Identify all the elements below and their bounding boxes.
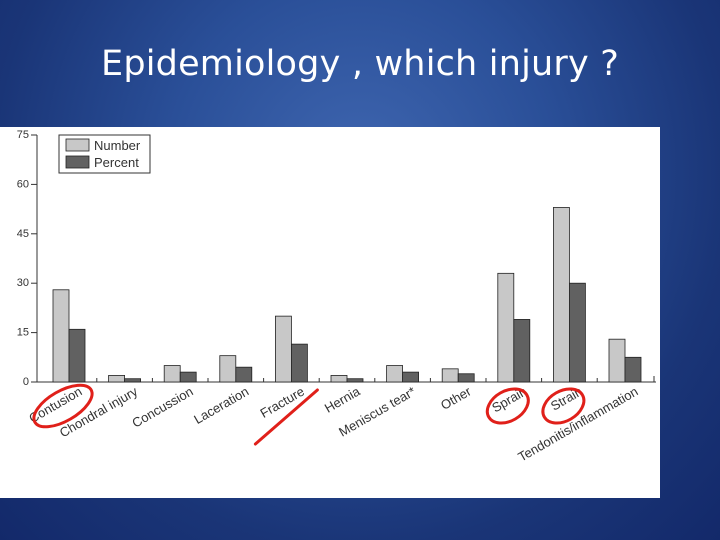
bar-number [108,375,125,383]
y-tick-label: 60 [17,178,29,190]
bar-number [553,207,570,383]
y-tick-label: 75 [17,129,29,141]
legend-swatch-percent [65,155,90,169]
highlight-circle [485,387,530,425]
bar-number [386,365,404,383]
y-tick-label: 0 [23,376,29,388]
x-category-label: Concussion [129,384,195,431]
bar-percent [569,282,586,383]
x-category-label: Fracture [257,384,306,421]
legend-swatch-number [65,138,90,152]
bar-number [274,315,292,383]
bar-percent [457,373,475,383]
strike-line [253,388,319,446]
y-tick-label: 15 [17,327,29,339]
x-category-label: Laceration [191,384,251,427]
bar-number [441,368,459,383]
bar-percent [290,343,308,383]
slide-title: Epidemiology , which injury ? [101,44,619,84]
x-category-label: Hernia [322,383,363,416]
bar-percent [179,371,197,383]
bar-percent [68,328,86,383]
x-category-label: Other [438,383,474,413]
bar-number [497,272,515,383]
bar-percent [235,366,253,383]
bar-number [330,375,348,383]
highlight-circle [32,383,94,429]
bar-percent [513,319,531,383]
chart-panel: 0 15 30 45 60 75 Contusion Chondral injury Concu… [0,127,660,498]
bar-percent [624,356,642,383]
highlight-circle [541,387,586,425]
bar-number [608,338,626,383]
bar-percent [346,378,364,383]
bar-number [219,355,237,383]
bar-number [163,365,181,383]
y-tick-label: 30 [17,277,29,289]
bar-percent [402,371,420,383]
legend-label-number: Number [94,138,141,153]
bar-number [52,289,70,383]
bar-percent [124,378,141,383]
y-tick-label: 45 [17,228,29,240]
legend-label-percent: Percent [94,155,139,170]
